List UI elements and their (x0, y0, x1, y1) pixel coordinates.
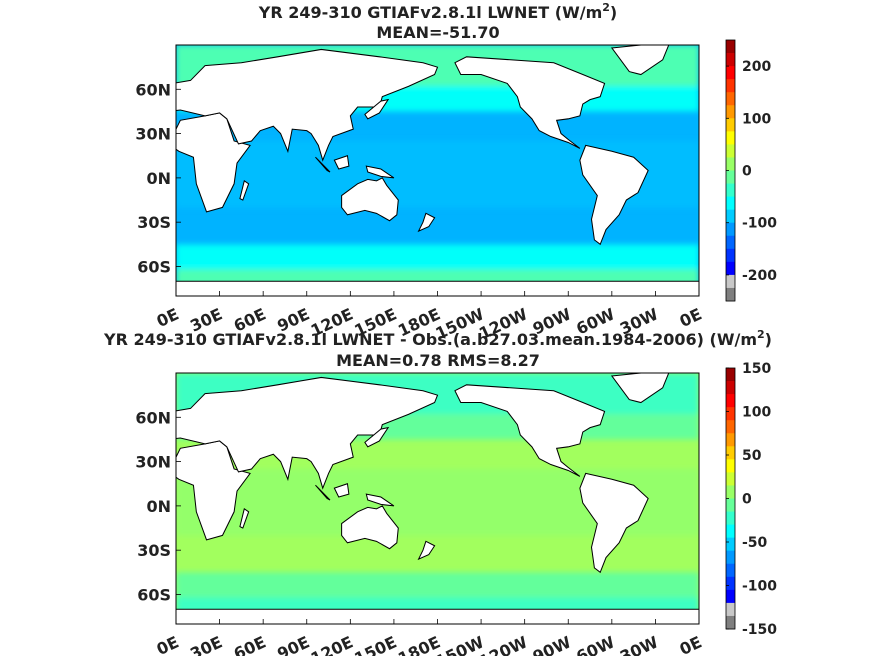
colorbar-cell (726, 183, 735, 197)
colorbar-cell (726, 287, 735, 302)
y-tick-label: 0N (146, 169, 171, 188)
y-tick-label: 60N (135, 80, 171, 99)
colorbar-cell (726, 381, 735, 395)
colorbar-tick-label: 0 (742, 492, 752, 508)
top-subtitle: MEAN=-51.70 (376, 23, 499, 42)
x-tick-label: 90E (274, 632, 312, 656)
colorbar-tick-label: 100 (742, 405, 771, 421)
colorbar-cell (726, 118, 735, 132)
colorbar-cell (726, 157, 735, 171)
colorbar-cell (726, 407, 735, 421)
top-colorbar: 200 100 0 -100 -200 (725, 39, 777, 302)
x-tick-label: 60W (573, 632, 618, 656)
colorbar-cell (726, 563, 735, 578)
colorbar-tick-label: 150 (742, 361, 771, 377)
y-tick-label: 30N (135, 453, 171, 472)
colorbar-tick-label: -50 (742, 535, 768, 551)
colorbar-cell (726, 576, 735, 591)
x-tick-label: 0E (154, 304, 182, 331)
x-tick-label: 0E (154, 632, 182, 656)
y-tick-label: 60S (137, 257, 171, 276)
colorbar-cell (726, 222, 735, 237)
x-tick-label: 150E (351, 632, 399, 656)
colorbar-cell (726, 420, 735, 434)
colorbar-cell (726, 485, 735, 499)
x-tick-label: 30W (617, 632, 662, 656)
colorbar-cell (726, 446, 735, 460)
x-tick-label: 60E (231, 632, 269, 656)
y-tick-label: 60S (137, 585, 171, 604)
colorbar-tick-label: 100 (742, 111, 771, 127)
colorbar-cell (726, 472, 735, 486)
bottom-title: YR 249-310 GTIAFv2.8.1l LWNET - Obs.(a.b… (103, 328, 772, 349)
top-title: YR 249-310 GTIAFv2.8.1l LWNET (W/m2) (258, 1, 617, 22)
y-tick-label: 30S (137, 213, 171, 232)
colorbar-tick-label: 0 (742, 164, 752, 180)
colorbar-cell (726, 498, 735, 512)
colorbar-cell (726, 602, 735, 617)
colorbar-cell (726, 131, 735, 145)
colorbar-cell (726, 66, 735, 80)
x-tick-label: 0E (677, 632, 705, 656)
x-tick-label: 90W (530, 632, 575, 656)
colorbar-cell (726, 53, 735, 67)
top-y-axis: 60N 30N 0N 30S 60S (135, 80, 181, 276)
colorbar-tick-label: -100 (742, 216, 777, 232)
x-tick-label: 30E (187, 632, 225, 656)
bottom-subtitle: MEAN=0.78 RMS=8.27 (336, 351, 540, 370)
colorbar-cell (726, 433, 735, 447)
colorbar-cell (726, 274, 735, 289)
colorbar-cell (726, 209, 735, 224)
y-tick-label: 30S (137, 541, 171, 560)
colorbar-tick-label: -150 (742, 622, 777, 638)
colorbar-tick-label: 50 (742, 448, 762, 464)
x-tick-label: 120W (476, 632, 531, 656)
bottom-colorbar: 150 100 50 0 -50 -100 -150 (725, 361, 777, 638)
colorbar-cell (726, 368, 735, 382)
colorbar-cell (726, 589, 735, 604)
colorbar-cell (726, 235, 735, 250)
y-tick-label: 0N (146, 497, 171, 516)
bottom-title-superscript: 2 (757, 328, 765, 341)
colorbar-cell (726, 144, 735, 158)
colorbar-cell (726, 40, 735, 54)
x-tick-label: 120E (308, 632, 356, 656)
y-tick-label: 30N (135, 125, 171, 144)
colorbar-cell (726, 261, 735, 276)
colorbar-cell (726, 537, 735, 552)
colorbar-cell (726, 459, 735, 473)
colorbar-cell (726, 196, 735, 211)
colorbar-cell (726, 511, 735, 525)
colorbar-cell (726, 615, 735, 630)
top-panel: YR 249-310 GTIAFv2.8.1l LWNET (W/m2) MEA… (135, 1, 777, 343)
colorbar-tick-label: 200 (742, 59, 771, 75)
field-band (176, 572, 699, 598)
colorbar-cell (726, 92, 735, 106)
bottom-panel: YR 249-310 GTIAFv2.8.1l LWNET - Obs.(a.b… (103, 328, 777, 656)
colorbar-cell (726, 550, 735, 565)
colorbar-tick-label: -100 (742, 579, 777, 595)
bottom-y-axis: 60N 30N 0N 30S 60S (135, 408, 181, 604)
colorbar-cell (726, 170, 735, 184)
colorbar-cell (726, 105, 735, 119)
field-band (176, 244, 699, 270)
colorbar-cell (726, 248, 735, 263)
x-tick-label: 0E (677, 304, 705, 331)
y-tick-label: 60N (135, 408, 171, 427)
colorbar-cell (726, 394, 735, 408)
colorbar-cell (726, 79, 735, 93)
colorbar-tick-label: -200 (742, 268, 777, 284)
colorbar-cell (726, 524, 735, 539)
top-title-superscript: 2 (602, 1, 610, 14)
